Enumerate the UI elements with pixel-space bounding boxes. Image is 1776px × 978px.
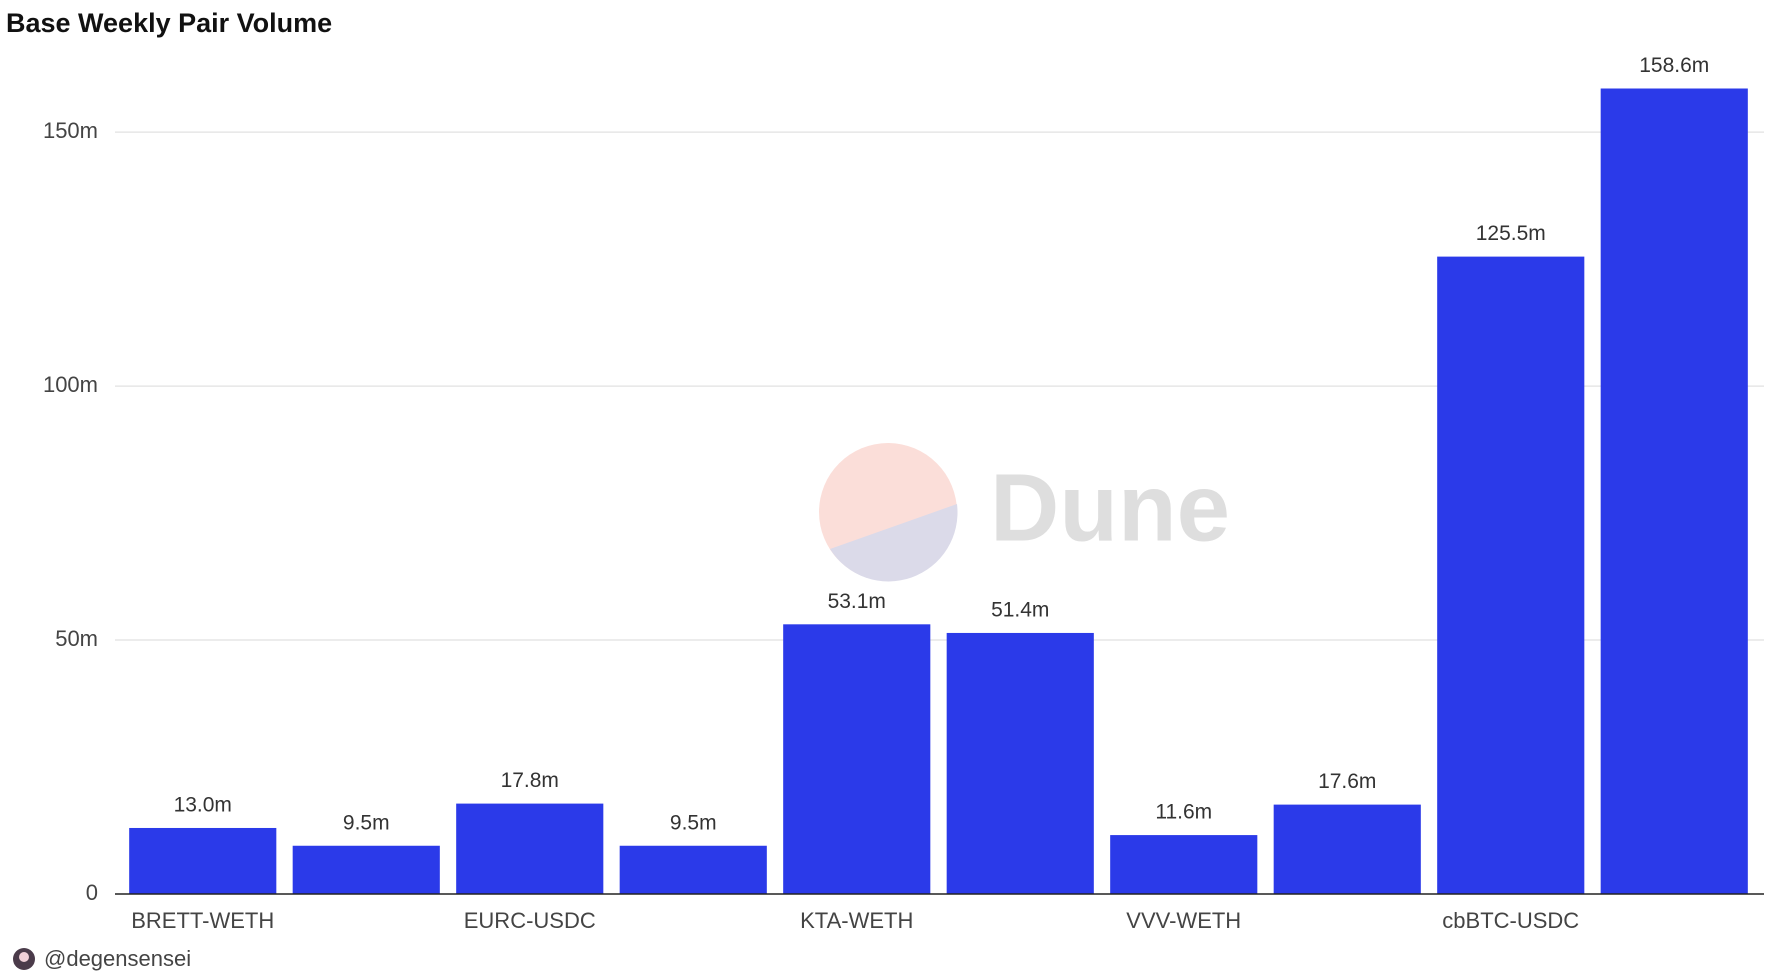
value-label: 11.6m xyxy=(1155,801,1212,824)
x-tick-label: cbBTC-USDC xyxy=(1442,908,1579,933)
value-label: 51.4m xyxy=(991,598,1049,621)
y-tick-label: 50m xyxy=(55,626,98,651)
x-tick-label: VVV-WETH xyxy=(1126,908,1241,933)
bar xyxy=(292,845,440,894)
y-tick-label: 0 xyxy=(86,880,98,905)
bar xyxy=(1600,88,1748,894)
watermark: Dune xyxy=(819,443,1230,582)
author: @degensensei xyxy=(13,946,191,971)
value-label: 13.0m xyxy=(174,794,232,817)
chart-title: Base Weekly Pair Volume xyxy=(6,8,332,38)
author-name: @degensensei xyxy=(44,946,191,971)
value-label: 9.5m xyxy=(670,811,717,834)
bar xyxy=(1437,256,1585,894)
y-tick-label: 100m xyxy=(43,372,98,397)
bar xyxy=(456,803,604,894)
x-tick-label: KTA-WETH xyxy=(800,908,913,933)
value-label: 17.6m xyxy=(1318,770,1376,793)
value-label: 158.6m xyxy=(1639,54,1709,77)
bar xyxy=(1110,835,1258,894)
bar xyxy=(619,845,767,894)
x-tick-label: BRETT-WETH xyxy=(131,908,274,933)
value-label: 125.5m xyxy=(1476,222,1546,245)
bar xyxy=(946,632,1094,894)
y-tick-label: 150m xyxy=(43,118,98,143)
value-label: 53.1m xyxy=(828,590,886,613)
watermark-text: Dune xyxy=(990,454,1230,561)
bar xyxy=(1273,804,1421,894)
bar xyxy=(783,624,931,894)
bar xyxy=(129,827,277,894)
value-label: 17.8m xyxy=(501,769,559,792)
x-tick-label: EURC-USDC xyxy=(464,908,596,933)
value-label: 9.5m xyxy=(343,811,390,834)
